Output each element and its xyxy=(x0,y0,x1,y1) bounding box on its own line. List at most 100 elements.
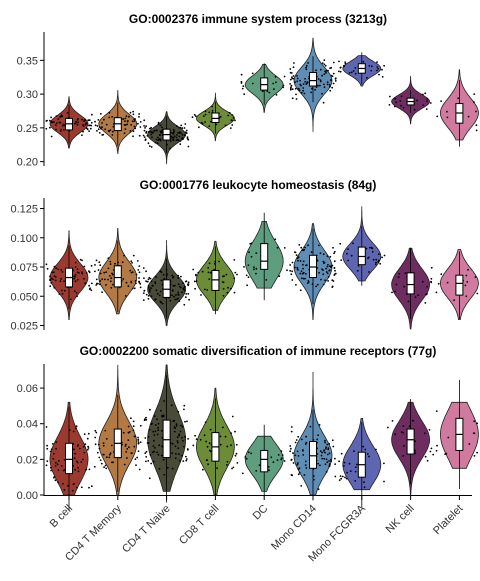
data-point xyxy=(148,288,151,291)
data-point xyxy=(321,451,323,454)
x-tick-label: CD8 T cell xyxy=(177,503,222,548)
data-point xyxy=(305,264,308,267)
data-point xyxy=(310,251,313,254)
box-iqr xyxy=(211,112,220,123)
data-point xyxy=(205,440,208,443)
data-point xyxy=(424,92,427,95)
data-point xyxy=(134,279,137,282)
data-point xyxy=(340,452,343,455)
data-point xyxy=(222,426,224,429)
data-point xyxy=(315,86,318,88)
data-point xyxy=(74,468,76,471)
data-point xyxy=(177,447,180,450)
data-point xyxy=(104,278,106,281)
data-point xyxy=(318,424,321,426)
data-point xyxy=(104,429,107,432)
data-point xyxy=(423,432,426,435)
data-point xyxy=(172,128,175,131)
data-point xyxy=(49,119,51,122)
data-point xyxy=(343,461,346,464)
data-point xyxy=(123,132,126,135)
data-point xyxy=(59,130,62,132)
data-point xyxy=(346,471,348,474)
data-point xyxy=(158,467,161,470)
data-point xyxy=(296,77,299,80)
data-point xyxy=(142,134,145,137)
data-point xyxy=(304,277,306,280)
data-point xyxy=(125,281,128,284)
data-point xyxy=(292,462,295,464)
panel-leukocyte-homeostasis: GO:0001776 leukocyte homeostasis (84g) 0.… xyxy=(10,178,479,332)
y-tick-label: 0.06 xyxy=(17,383,38,395)
data-point xyxy=(324,463,327,466)
data-point xyxy=(345,477,348,480)
data-point xyxy=(300,246,303,249)
data-point xyxy=(137,442,140,444)
data-point xyxy=(350,254,353,257)
data-point xyxy=(136,456,139,459)
box-iqr xyxy=(260,77,269,91)
data-point xyxy=(154,424,157,426)
data-point xyxy=(319,80,322,83)
data-point xyxy=(298,89,301,92)
data-point xyxy=(139,126,142,128)
data-point xyxy=(138,271,141,274)
data-point xyxy=(162,273,165,276)
data-point xyxy=(323,86,326,89)
data-point xyxy=(175,136,178,139)
data-point xyxy=(321,74,323,77)
data-point xyxy=(132,110,135,113)
data-point xyxy=(181,127,184,129)
data-point xyxy=(203,434,206,437)
data-point xyxy=(146,134,149,137)
data-point xyxy=(375,448,377,451)
data-point xyxy=(421,280,424,283)
data-point xyxy=(354,466,357,468)
data-point xyxy=(62,469,65,472)
data-point xyxy=(138,468,141,471)
data-point xyxy=(191,116,194,119)
data-point xyxy=(473,455,476,457)
data-point xyxy=(295,93,297,96)
data-point xyxy=(82,125,85,127)
data-point xyxy=(313,478,315,481)
data-point xyxy=(138,281,141,284)
data-point xyxy=(294,87,297,90)
data-point xyxy=(394,105,396,108)
data-point xyxy=(255,272,257,275)
data-point xyxy=(381,76,384,78)
data-point xyxy=(127,439,130,441)
data-point xyxy=(153,439,155,442)
data-point xyxy=(159,130,162,133)
data-point xyxy=(63,280,66,283)
data-point xyxy=(193,280,196,283)
data-point xyxy=(91,282,93,285)
data-point xyxy=(148,477,151,480)
data-point xyxy=(317,84,319,87)
data-point xyxy=(322,260,325,263)
data-point xyxy=(72,483,75,486)
data-point xyxy=(179,140,182,142)
data-point xyxy=(160,301,163,304)
data-point xyxy=(77,466,79,469)
data-point xyxy=(131,262,134,264)
data-point xyxy=(93,465,96,468)
data-point xyxy=(208,111,211,114)
data-point xyxy=(177,139,180,142)
data-point xyxy=(302,260,305,263)
data-point xyxy=(59,121,62,124)
data-point xyxy=(181,133,184,136)
data-point xyxy=(209,271,212,274)
data-point xyxy=(391,420,394,422)
data-point xyxy=(139,441,142,443)
data-point xyxy=(178,434,181,437)
data-point xyxy=(175,423,178,426)
data-point xyxy=(338,460,340,463)
data-point xyxy=(339,475,342,477)
data-point xyxy=(349,470,352,472)
data-point xyxy=(365,247,368,250)
data-point xyxy=(475,124,478,127)
data-point xyxy=(144,127,147,129)
data-point xyxy=(94,429,97,432)
data-point xyxy=(45,426,48,428)
